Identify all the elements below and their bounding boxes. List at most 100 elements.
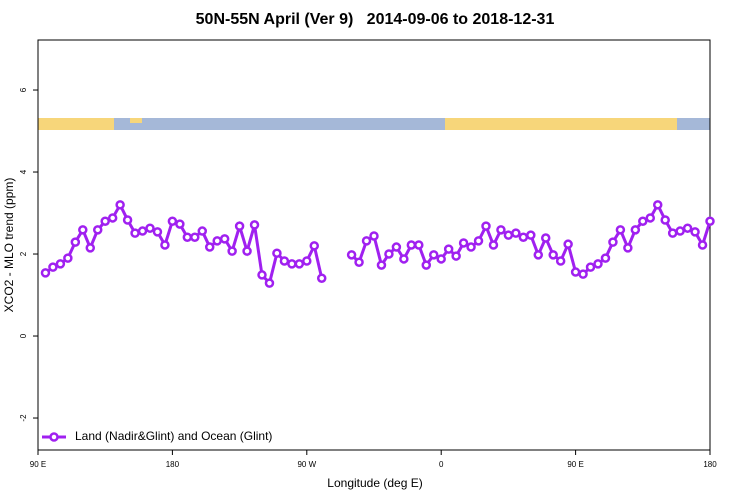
data-point bbox=[279, 256, 290, 266]
data-point bbox=[190, 232, 200, 242]
data-point bbox=[197, 226, 208, 236]
data-point bbox=[399, 254, 409, 264]
data-point bbox=[682, 223, 693, 233]
data-point bbox=[496, 225, 506, 235]
data-point bbox=[137, 226, 148, 236]
data-point bbox=[563, 239, 573, 249]
data-point bbox=[451, 251, 461, 261]
land-band bbox=[445, 118, 677, 130]
data-point bbox=[264, 278, 275, 288]
data-point bbox=[660, 215, 670, 225]
data-point bbox=[608, 237, 618, 247]
data-point bbox=[145, 223, 155, 233]
data-point bbox=[182, 232, 193, 242]
data-point bbox=[376, 260, 387, 270]
data-point bbox=[122, 215, 133, 225]
data-point bbox=[458, 238, 469, 248]
data-point bbox=[533, 250, 544, 260]
data-point bbox=[391, 242, 402, 252]
y-axis-label: XCO2 - MLO trend (ppm) bbox=[2, 178, 16, 313]
data-point bbox=[578, 269, 588, 279]
plot-frame bbox=[37, 39, 711, 451]
data-point bbox=[630, 225, 641, 235]
data-point bbox=[555, 256, 566, 266]
data-point bbox=[309, 241, 320, 251]
data-point bbox=[600, 253, 611, 263]
x-tick-label: 180 bbox=[703, 460, 717, 469]
data-point bbox=[272, 248, 282, 258]
x-tick-label: 90 E bbox=[30, 460, 46, 469]
data-point bbox=[115, 200, 125, 210]
data-point bbox=[92, 225, 103, 235]
data-point bbox=[548, 250, 558, 260]
data-point bbox=[518, 232, 529, 242]
x-tick-label: 180 bbox=[166, 460, 180, 469]
data-point bbox=[354, 257, 364, 267]
data-point bbox=[481, 221, 491, 231]
x-tick-label: 90 W bbox=[297, 460, 316, 469]
data-point bbox=[667, 228, 678, 238]
data-point bbox=[638, 216, 648, 226]
data-point bbox=[623, 243, 633, 253]
data-point bbox=[48, 262, 58, 272]
data-point bbox=[219, 234, 230, 244]
data-point bbox=[212, 236, 222, 246]
land-band bbox=[38, 118, 114, 130]
data-point bbox=[107, 213, 118, 223]
data-point bbox=[466, 242, 476, 252]
data-point bbox=[242, 246, 252, 256]
data-point bbox=[652, 200, 663, 210]
data-point bbox=[615, 225, 626, 235]
data-point bbox=[697, 240, 708, 250]
y-tick-label: 0 bbox=[19, 333, 28, 338]
data-point bbox=[63, 253, 73, 263]
data-point bbox=[443, 244, 454, 254]
legend-marker bbox=[49, 432, 59, 442]
data-point bbox=[675, 226, 685, 236]
data-point bbox=[227, 246, 237, 256]
data-point bbox=[593, 259, 603, 269]
data-point bbox=[346, 250, 357, 260]
land-band bbox=[130, 118, 142, 123]
legend-label: Land (Nadir&Glint) and Ocean (Glint) bbox=[75, 429, 272, 443]
data-point bbox=[361, 236, 372, 246]
data-point bbox=[570, 267, 581, 277]
data-point bbox=[428, 250, 439, 260]
data-point bbox=[369, 231, 379, 241]
data-point bbox=[160, 240, 170, 250]
land-ocean-mask bbox=[38, 118, 710, 130]
data-point bbox=[414, 240, 424, 250]
x-tick-label: 0 bbox=[439, 460, 444, 469]
data-point bbox=[234, 221, 245, 231]
data-point bbox=[302, 256, 312, 266]
data-point bbox=[473, 236, 484, 246]
data-point bbox=[526, 230, 536, 240]
data-point bbox=[70, 237, 81, 247]
data-point bbox=[503, 230, 514, 240]
data-point bbox=[406, 240, 417, 250]
y-tick-label: -2 bbox=[19, 414, 28, 422]
y-tick-label: 2 bbox=[19, 251, 28, 256]
y-tick-label: 4 bbox=[19, 169, 28, 174]
data-point bbox=[167, 216, 178, 226]
data-point bbox=[257, 270, 267, 280]
y-tick-label: 6 bbox=[19, 87, 28, 92]
data-point bbox=[294, 259, 305, 269]
data-point bbox=[204, 242, 215, 252]
data-point bbox=[585, 262, 596, 272]
data-point bbox=[316, 273, 327, 283]
data-point bbox=[85, 243, 96, 253]
data-point bbox=[152, 227, 163, 237]
data-point bbox=[384, 249, 394, 259]
data-point bbox=[287, 259, 297, 269]
data-point bbox=[100, 216, 110, 226]
data-point bbox=[78, 225, 88, 235]
x-tick-label: 90 E bbox=[567, 460, 583, 469]
data-point bbox=[690, 227, 700, 237]
data-point bbox=[645, 213, 656, 223]
data-point bbox=[130, 228, 140, 238]
data-point bbox=[540, 233, 551, 243]
data-point bbox=[511, 228, 521, 238]
